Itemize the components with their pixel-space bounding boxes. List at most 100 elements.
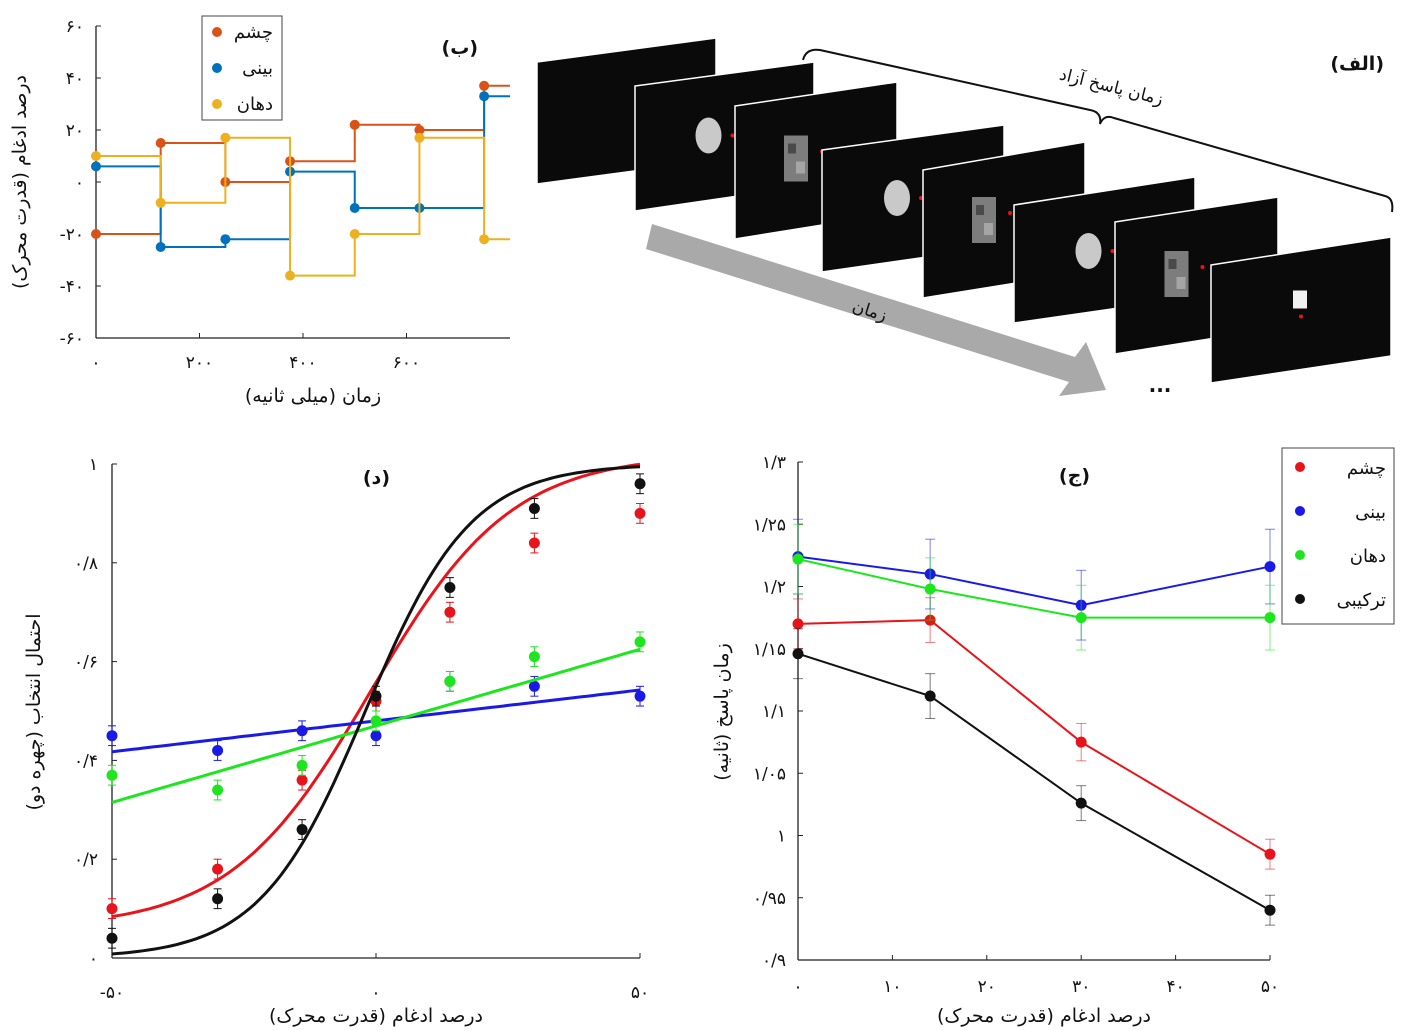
data-point <box>528 537 540 549</box>
fixation-dot <box>1008 211 1012 215</box>
data-point <box>924 583 936 595</box>
data-point <box>296 824 308 836</box>
data-point <box>296 725 308 737</box>
noise-image-patch <box>1168 259 1177 269</box>
data-point <box>370 715 382 727</box>
data-point <box>634 507 646 519</box>
noise-image <box>784 135 808 182</box>
noise-image-patch <box>1176 277 1186 289</box>
series-step-line <box>96 84 510 235</box>
face-image <box>695 117 722 154</box>
data-point <box>1264 904 1276 916</box>
series-line <box>797 652 1271 912</box>
data-point <box>1264 612 1276 624</box>
x-tick-label: ۶۰۰ <box>393 353 420 373</box>
data-point <box>220 234 231 245</box>
x-tick-label: ۵۰ <box>631 983 649 1003</box>
data-point <box>155 138 166 148</box>
data-point <box>370 730 382 742</box>
legend-entry: بینی <box>242 58 273 79</box>
y-tick-label: ۰/۲ <box>74 850 98 870</box>
data-point <box>414 125 425 135</box>
x-tick-label: ۱۰ <box>883 977 901 997</box>
legend-entry: دهان <box>237 94 273 115</box>
noise-image-patch <box>788 143 796 154</box>
y-axis-label: زمان پاسخ (ثانیه) <box>711 643 733 781</box>
y-tick-label: -۲۰ <box>60 225 84 245</box>
y-axis-label: درصد ادغام (قدرت محرک) <box>9 75 31 289</box>
data-point <box>479 234 490 245</box>
legend-entry: چشم <box>1347 458 1386 479</box>
y-tick-label: ۱/۳ <box>762 453 786 473</box>
data-point <box>1264 561 1276 573</box>
data-point <box>444 582 456 593</box>
data-point <box>792 553 804 565</box>
stimulus-frame <box>1210 236 1392 384</box>
bracket-label: زمان پاسخ آزاد <box>1057 63 1165 110</box>
fixation-dot <box>1200 265 1205 269</box>
data-point <box>106 932 118 944</box>
data-point <box>634 690 646 702</box>
legend-marker <box>212 27 222 37</box>
data-point <box>212 745 224 757</box>
series-line <box>797 558 1270 619</box>
data-point <box>634 478 646 490</box>
data-point <box>444 606 456 618</box>
data-point <box>106 903 118 915</box>
x-tick-label: ۲۰ <box>978 977 996 997</box>
data-point <box>924 690 936 702</box>
data-point <box>479 91 490 102</box>
data-point <box>91 161 101 172</box>
data-point <box>370 690 382 702</box>
series-line <box>797 555 1271 607</box>
x-axis-label: درصد ادغام (قدرت محرک) <box>937 1005 1151 1027</box>
y-tick-label: ۴۰ <box>66 69 84 89</box>
y-tick-label: ۰/۸ <box>74 554 98 574</box>
y-tick-label: ۱/۲ <box>762 578 786 598</box>
data-point <box>1075 797 1087 809</box>
data-point <box>212 784 224 796</box>
y-tick-label: -۶۰ <box>60 329 84 349</box>
legend-marker <box>1295 462 1305 472</box>
series-step-line <box>96 136 510 277</box>
response-prompt-image <box>1293 290 1307 309</box>
frame-screen <box>1210 236 1392 384</box>
data-point <box>91 151 101 161</box>
x-tick-label: ۰ <box>371 983 380 1003</box>
data-point <box>155 242 166 252</box>
legend-marker <box>212 63 222 73</box>
y-tick-label: ۰/۴ <box>74 751 98 771</box>
data-point <box>212 863 224 875</box>
y-tick-label: ۱ <box>777 827 786 847</box>
face-image <box>1075 233 1102 269</box>
x-axis-label: درصد ادغام (قدرت محرک) <box>269 1005 483 1027</box>
data-point <box>634 636 646 648</box>
fixation-dot <box>919 196 923 200</box>
noise-image <box>1164 251 1189 297</box>
y-tick-label: ۲۰ <box>66 121 84 141</box>
data-point <box>106 769 118 781</box>
y-tick-label: ۱ <box>89 455 98 475</box>
x-tick-label: ۵۰ <box>1261 977 1279 997</box>
noise-image-patch <box>984 223 993 235</box>
panel-c-chart: ۰/۹ ۰/۹۵ ۱ ۱/۰۵ ۱/۱ ۱/۱۵ ۱/۲ ۱/۲۵ ۱/۳ ۰ ۱۰ ۲۰ ۳۰ ۴۰ ۵۰… <box>711 447 1395 1027</box>
data-point <box>349 229 360 239</box>
series-line <box>797 619 1271 856</box>
legend-marker <box>1295 594 1305 604</box>
face-image <box>884 180 910 216</box>
fixation-dot <box>1299 314 1303 319</box>
fit-curve <box>111 462 641 919</box>
data-point <box>212 893 224 905</box>
legend: چشم بینی دهان <box>201 15 283 121</box>
series-step-line <box>96 95 510 248</box>
x-tick-label: ۰ <box>91 353 100 373</box>
panel-d-label: (د) <box>363 467 390 489</box>
y-tick-label: -۴۰ <box>60 277 84 297</box>
data-point <box>106 730 118 742</box>
fixation-dot <box>1110 249 1115 253</box>
data-point <box>349 203 360 213</box>
data-point <box>792 618 804 630</box>
y-tick-label: ۱/۱ <box>762 702 786 722</box>
